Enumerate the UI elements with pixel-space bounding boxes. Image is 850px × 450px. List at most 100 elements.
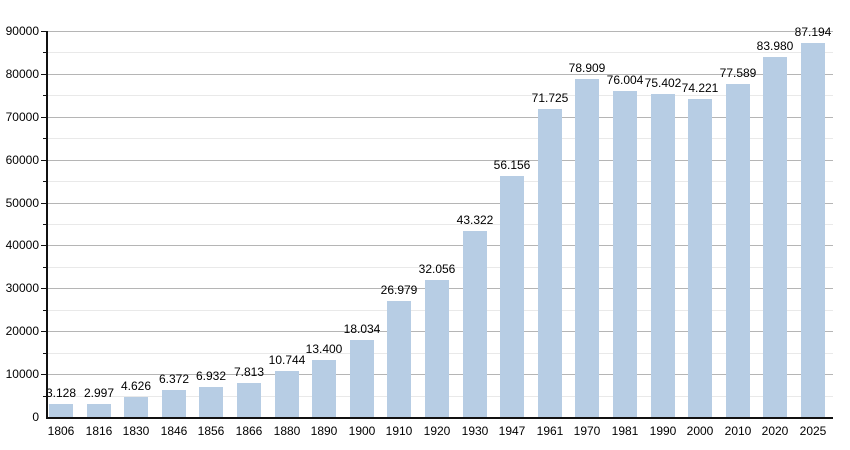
x-axis-label: 1806 (47, 424, 75, 438)
x-axis-label: 1856 (197, 424, 225, 438)
bar (651, 94, 675, 417)
gridline-minor (48, 52, 833, 53)
x-axis-label: 1890 (310, 424, 338, 438)
bar-value-label: 7.813 (233, 365, 265, 379)
y-axis-line (46, 31, 48, 419)
bar-value-label: 32.056 (418, 262, 456, 276)
bar (350, 340, 374, 417)
y-tick-minor (43, 310, 46, 311)
bar (124, 397, 148, 417)
bar (199, 387, 223, 417)
gridline-minor (48, 224, 833, 225)
x-axis-label: 2025 (799, 424, 827, 438)
x-axis-label: 1930 (461, 424, 489, 438)
y-axis-label: 30000 (5, 281, 39, 295)
x-axis-label: 1981 (611, 424, 639, 438)
gridline-major (48, 160, 833, 161)
y-axis-label: 80000 (5, 67, 39, 81)
gridline-major (48, 117, 833, 118)
x-axis-label: 1920 (423, 424, 451, 438)
y-axis-label: 50000 (5, 196, 39, 210)
bar-value-label: 6.372 (158, 372, 190, 386)
bar (763, 57, 787, 417)
y-axis-label: 60000 (5, 153, 39, 167)
y-axis-label: 90000 (5, 24, 39, 38)
x-axis-label: 2010 (724, 424, 752, 438)
x-axis-label: 1947 (498, 424, 526, 438)
y-tick-minor (43, 52, 46, 53)
x-axis-line (46, 417, 833, 419)
y-axis-label: 70000 (5, 110, 39, 124)
x-axis-label: 2000 (686, 424, 714, 438)
y-tick-major (41, 203, 46, 204)
bar (49, 404, 73, 417)
bar (275, 371, 299, 417)
bar-value-label: 2.997 (83, 386, 115, 400)
x-axis-label: 1846 (160, 424, 188, 438)
bar (726, 84, 750, 417)
y-tick-minor (43, 267, 46, 268)
bar (237, 383, 261, 417)
gridline-minor (48, 138, 833, 139)
bar-value-label: 3.128 (45, 386, 77, 400)
x-axis-label: 1961 (536, 424, 564, 438)
bar (463, 231, 487, 417)
x-axis-label: 1866 (235, 424, 263, 438)
y-tick-minor (43, 224, 46, 225)
x-axis-label: 1910 (385, 424, 413, 438)
x-axis-label: 1900 (348, 424, 376, 438)
bar (425, 280, 449, 417)
x-axis-label: 1830 (122, 424, 150, 438)
bar-value-label: 6.932 (195, 369, 227, 383)
gridline-major (48, 74, 833, 75)
y-tick-major (41, 374, 46, 375)
bar (500, 176, 524, 417)
y-axis-label: 20000 (5, 324, 39, 338)
bar-value-label: 78.909 (568, 61, 606, 75)
y-tick-major (41, 31, 46, 32)
y-tick-major (41, 74, 46, 75)
bar-value-label: 87.194 (794, 25, 832, 39)
y-axis-label: 10000 (5, 367, 39, 381)
bar-value-label: 43.322 (456, 213, 494, 227)
bar (688, 99, 712, 417)
y-axis-label: 40000 (5, 238, 39, 252)
bar-value-label: 75.402 (644, 76, 682, 90)
bar-value-label: 76.004 (606, 73, 644, 87)
bar-value-label: 83.980 (756, 39, 794, 53)
bar (87, 404, 111, 417)
gridline-major (48, 245, 833, 246)
bar-value-label: 56.156 (493, 158, 531, 172)
x-axis-label: 1880 (273, 424, 301, 438)
y-tick-minor (43, 138, 46, 139)
bar-value-label: 4.626 (120, 379, 152, 393)
bar (162, 390, 186, 417)
y-tick-major (41, 117, 46, 118)
bar (801, 43, 825, 417)
y-axis-label: 0 (32, 410, 39, 424)
bar-value-label: 18.034 (343, 322, 381, 336)
bar-value-label: 26.979 (380, 283, 418, 297)
y-tick-major (41, 160, 46, 161)
y-tick-minor (43, 353, 46, 354)
bar (613, 91, 637, 417)
bar (575, 79, 599, 417)
bar (312, 360, 336, 417)
x-axis-label: 1816 (85, 424, 113, 438)
y-tick-minor (43, 181, 46, 182)
y-tick-major (41, 331, 46, 332)
x-axis-label: 2020 (761, 424, 789, 438)
gridline-minor (48, 267, 833, 268)
bar (387, 301, 411, 417)
y-tick-major (41, 288, 46, 289)
bar-value-label: 74.221 (681, 81, 719, 95)
bar-value-label: 10.744 (268, 353, 306, 367)
bar-value-label: 13.400 (305, 342, 343, 356)
y-tick-minor (43, 396, 46, 397)
gridline-minor (48, 95, 833, 96)
bar (538, 109, 562, 417)
y-tick-major (41, 245, 46, 246)
x-axis-label: 1970 (573, 424, 601, 438)
bar-value-label: 71.725 (531, 91, 569, 105)
